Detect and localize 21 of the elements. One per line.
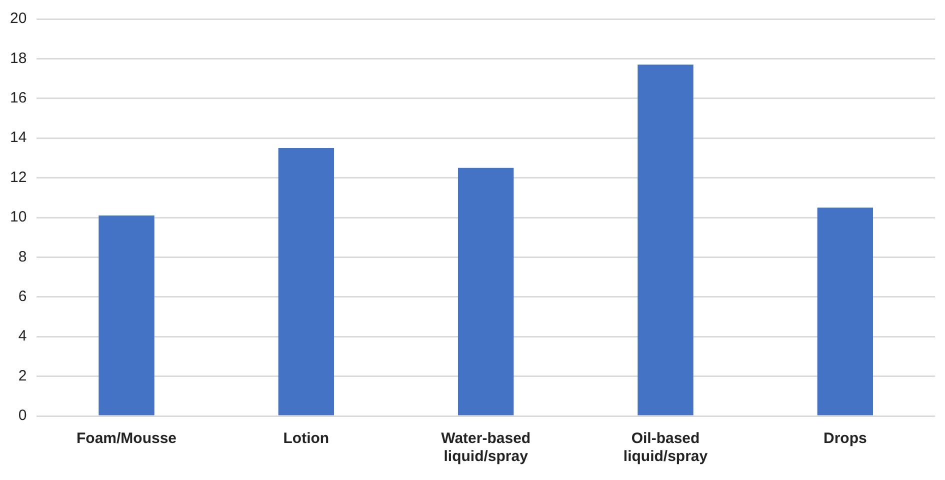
y-tick-label: 8 bbox=[18, 248, 27, 266]
y-tick-label: 4 bbox=[18, 328, 27, 345]
y-tick-label: 16 bbox=[10, 90, 27, 107]
y-tick-label: 10 bbox=[10, 208, 27, 226]
x-tick-label: Lotion bbox=[283, 430, 330, 448]
bar bbox=[817, 208, 874, 416]
y-tick-label: 18 bbox=[10, 50, 27, 67]
bar bbox=[638, 64, 694, 416]
y-tick-label: 0 bbox=[18, 407, 27, 424]
x-tick-label: Oil-based liquid/spray bbox=[623, 430, 708, 466]
x-tick-label: Drops bbox=[823, 430, 867, 448]
y-tick-label: 12 bbox=[10, 168, 27, 186]
x-tick-label: Water-based liquid/spray bbox=[441, 430, 531, 466]
y-tick-label: 6 bbox=[18, 288, 27, 306]
y-tick-label: 20 bbox=[10, 10, 27, 28]
y-tick-label: 14 bbox=[10, 129, 27, 146]
y-tick-label: 2 bbox=[18, 367, 27, 384]
bar bbox=[98, 216, 154, 416]
x-tick-label: Foam/Mousse bbox=[76, 430, 177, 448]
bar bbox=[278, 148, 334, 416]
bar bbox=[458, 168, 514, 416]
